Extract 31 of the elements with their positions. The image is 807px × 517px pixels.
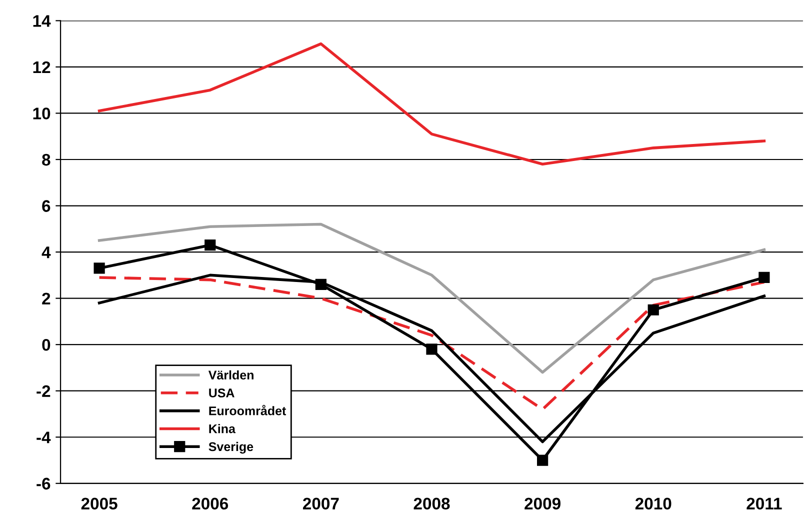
x-tick-label: 2010 [635, 498, 672, 510]
point [426, 344, 438, 355]
y-tick-label: 12 [33, 61, 50, 73]
y-tick-label: 4 [42, 246, 51, 258]
y-tick-label: -2 [36, 385, 50, 397]
x-tick-label: 2006 [192, 498, 228, 510]
point [648, 304, 659, 316]
legend-label: Världen [208, 370, 254, 380]
point [94, 262, 105, 274]
x-tick-label: 2005 [81, 498, 118, 510]
legend-label: USA [209, 388, 234, 398]
y-tick-label: 6 [42, 200, 50, 212]
x-tick-label: 2008 [414, 498, 450, 510]
y-tick-label: 0 [42, 338, 50, 351]
line-series [98, 42, 766, 166]
y-tick-label: 8 [42, 154, 50, 166]
y-tick-label: -6 [36, 478, 50, 490]
y-tick-label: -4 [36, 432, 51, 444]
point [758, 272, 770, 284]
legend-label: Euroområdet [209, 404, 286, 416]
legend-label: Kina [209, 424, 236, 434]
point [315, 278, 326, 290]
x-tick-label: 2011 [746, 498, 782, 510]
x-tick-label: 2009 [524, 498, 560, 510]
y-tick-label: 10 [33, 108, 50, 120]
x-tick-label: 2007 [302, 498, 339, 510]
y-tick-label: 2 [42, 292, 50, 304]
point [537, 454, 548, 466]
y-tick-label: 14 [33, 15, 51, 27]
point [204, 240, 216, 251]
legend-label: Sverige [208, 442, 254, 454]
